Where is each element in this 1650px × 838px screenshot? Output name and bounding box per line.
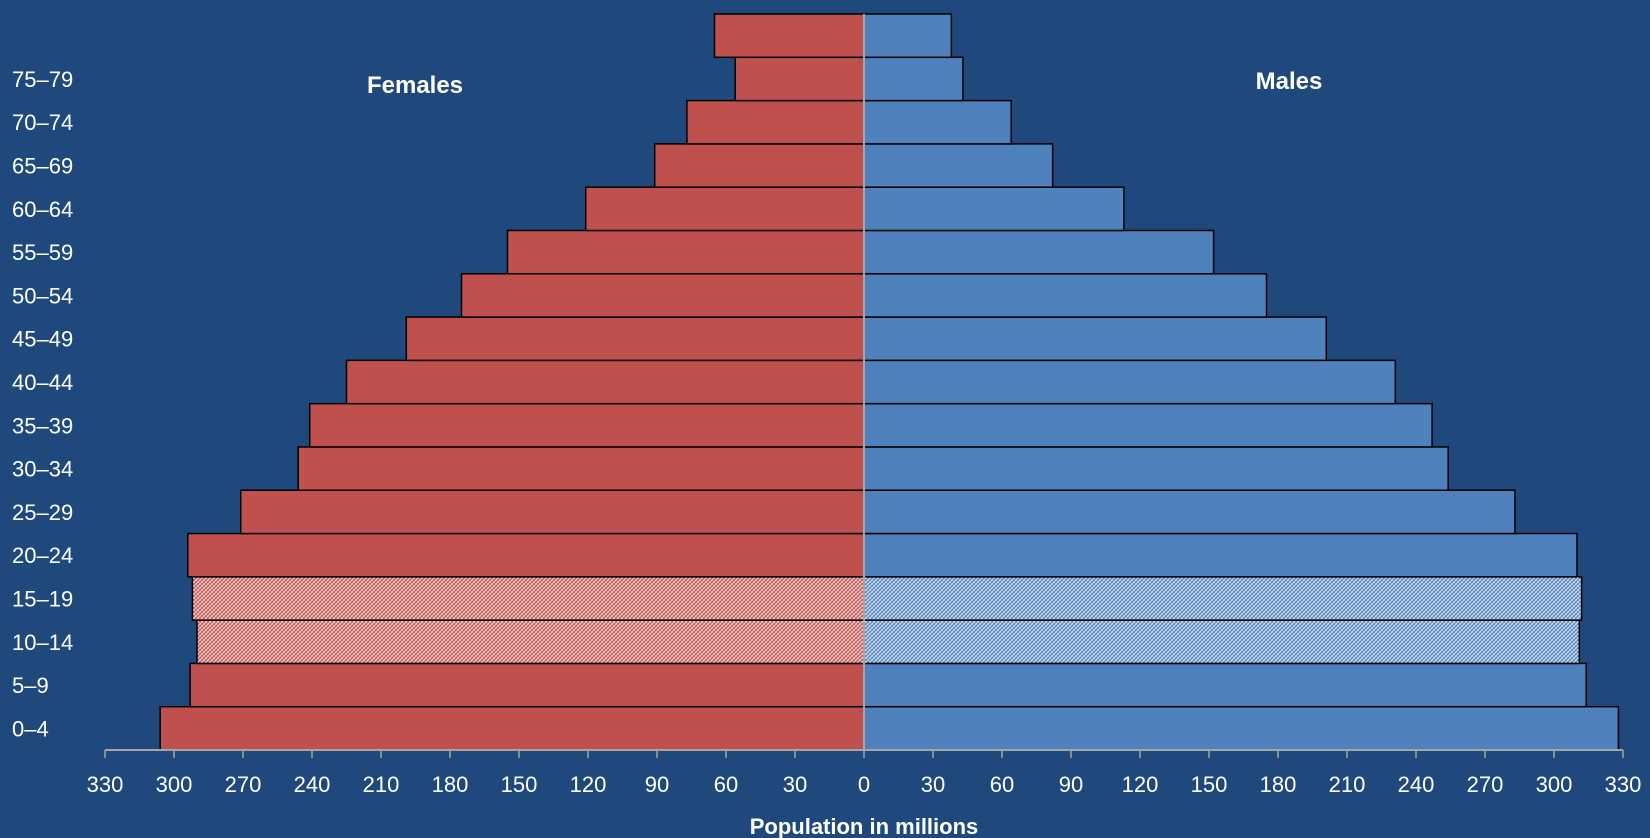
bar-females-35-39 (308, 402, 865, 448)
age-group-labels: 0–4 5–9 10–14 15–19 20–24 25–29 30–34 35–39 40–4… (12, 67, 73, 741)
x-tick-label: 210 (1329, 772, 1366, 797)
bar-males-45-49 (863, 316, 1328, 362)
bar-males-10-14 (863, 619, 1581, 665)
age-group-label: 10–14 (12, 630, 73, 655)
bar-females-5-9 (189, 662, 865, 708)
series-label-females: Females (367, 72, 463, 99)
x-tick-label: 240 (1398, 772, 1435, 797)
bar-males-0-4 (863, 705, 1620, 751)
x-tick-label: 240 (294, 772, 331, 797)
x-tick-label: 90 (645, 772, 669, 797)
x-tick-label: 60 (714, 772, 738, 797)
x-tick-label: 300 (156, 772, 193, 797)
age-group-label: 0–4 (12, 716, 49, 741)
bar-males-5-9 (863, 662, 1587, 708)
bar-males-30-34 (863, 446, 1449, 491)
bar-females-60-64 (584, 186, 865, 232)
age-group-label: 25–29 (12, 500, 73, 525)
x-tick-label: 120 (1122, 772, 1159, 797)
bar-females-55-59 (506, 229, 865, 275)
x-tick-label: 120 (570, 772, 607, 797)
bar-females-65-69 (653, 143, 865, 188)
bar-females-10-14 (196, 619, 865, 665)
series-label-males: Males (1256, 68, 1323, 95)
age-group-label: 45–49 (12, 327, 73, 352)
age-group-label: 30–34 (12, 457, 73, 482)
x-tick-label: 150 (501, 772, 538, 797)
bar-males-55-59 (863, 229, 1215, 275)
bar-males-75-79 (863, 56, 964, 102)
age-group-label: 20–24 (12, 543, 73, 568)
x-tick-label: 270 (1467, 772, 1504, 797)
bar-females-15-19 (191, 576, 865, 621)
bar-males-40-44 (863, 359, 1397, 405)
bar-females-75-79 (734, 56, 865, 102)
x-tick-label: 300 (1536, 772, 1573, 797)
bar-males-25-29 (863, 489, 1516, 535)
bar-females-top (713, 13, 865, 59)
x-tick-label: 60 (990, 772, 1014, 797)
bars-layer (159, 13, 1620, 751)
bar-females-40-44 (345, 359, 865, 405)
series-labels: Females Males (367, 68, 1322, 99)
bar-females-70-74 (686, 99, 865, 145)
age-group-label: 65–69 (12, 154, 73, 179)
bar-males-15-19 (863, 576, 1583, 621)
x-tick-label: 180 (1260, 772, 1297, 797)
age-group-label: 35–39 (12, 413, 73, 438)
age-group-label: 40–44 (12, 370, 73, 395)
x-tick-label: 150 (1191, 772, 1228, 797)
bar-females-45-49 (405, 316, 865, 362)
x-tick-label: 180 (432, 772, 469, 797)
x-tick-label: 30 (921, 772, 945, 797)
bar-males-60-64 (863, 186, 1125, 232)
age-group-label: 5–9 (12, 673, 49, 698)
bar-males-65-69 (863, 143, 1054, 188)
age-group-label: 55–59 (12, 240, 73, 265)
age-group-label: 60–64 (12, 197, 73, 222)
x-tick-label: 90 (1059, 772, 1083, 797)
x-tick-label: 30 (783, 772, 807, 797)
x-tick-label: 270 (225, 772, 262, 797)
x-axis-title: Population in millions (750, 814, 979, 838)
x-tick-label: 0 (858, 772, 870, 797)
x-axis: 330 300 270 240 210 180 150 120 90 60 30 0 30 60 90 120… (87, 749, 1642, 838)
bar-males-70-74 (863, 99, 1012, 145)
age-group-label: 70–74 (12, 110, 73, 135)
bar-males-top (863, 13, 953, 59)
bar-males-50-54 (863, 273, 1268, 318)
bar-females-30-34 (297, 446, 865, 491)
x-tick-label: 330 (87, 772, 124, 797)
bar-females-25-29 (239, 489, 865, 535)
bar-females-0-4 (159, 705, 865, 751)
age-group-label: 15–19 (12, 586, 73, 611)
x-tick-label: 210 (363, 772, 400, 797)
x-tick-label: 330 (1605, 772, 1642, 797)
age-group-label: 50–54 (12, 283, 73, 308)
bar-females-20-24 (187, 532, 865, 578)
bar-males-35-39 (863, 402, 1433, 448)
age-group-label: 75–79 (12, 67, 73, 92)
bar-males-20-24 (863, 532, 1578, 578)
bar-females-50-54 (460, 273, 865, 318)
